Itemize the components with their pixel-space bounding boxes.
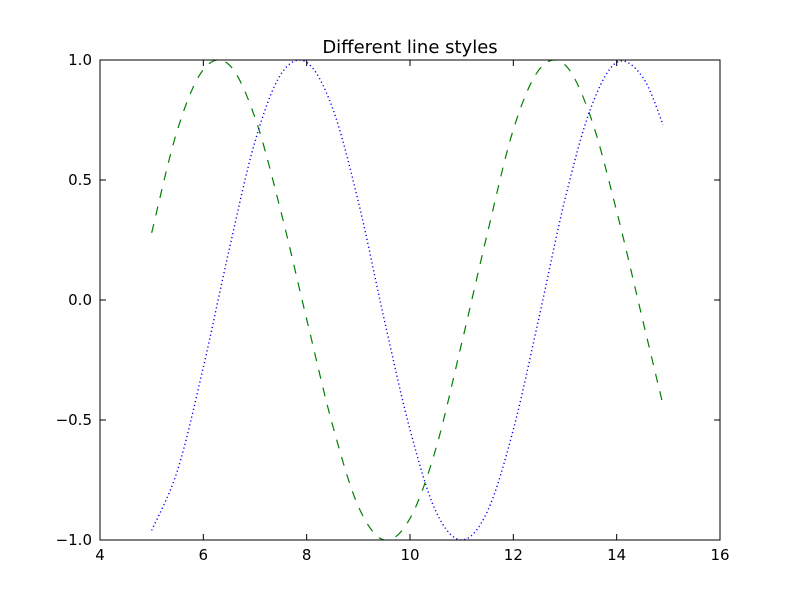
axes-layer: 4 6 8 10 12 14 16 −1.0 −0.5 0.0 0.5 1.0 [56, 51, 730, 564]
chart-title: Different line styles [322, 37, 497, 58]
x-tick-label: 12 [504, 546, 523, 564]
y-tick-label: −0.5 [56, 411, 92, 429]
x-tick-label: 14 [607, 546, 626, 564]
x-tick-label: 4 [95, 546, 105, 564]
y-tick-label: 1.0 [68, 51, 92, 69]
y-tick-label: 0.0 [68, 291, 92, 309]
y-tick-label: −1.0 [56, 531, 92, 549]
x-tick-label: 16 [710, 546, 729, 564]
y-tick-label: 0.5 [68, 171, 92, 189]
x-tick-label: 10 [400, 546, 419, 564]
series-layer [151, 60, 664, 540]
series-line-dashed [151, 60, 664, 540]
x-tick-label: 8 [302, 546, 312, 564]
x-tick-label: 6 [199, 546, 209, 564]
